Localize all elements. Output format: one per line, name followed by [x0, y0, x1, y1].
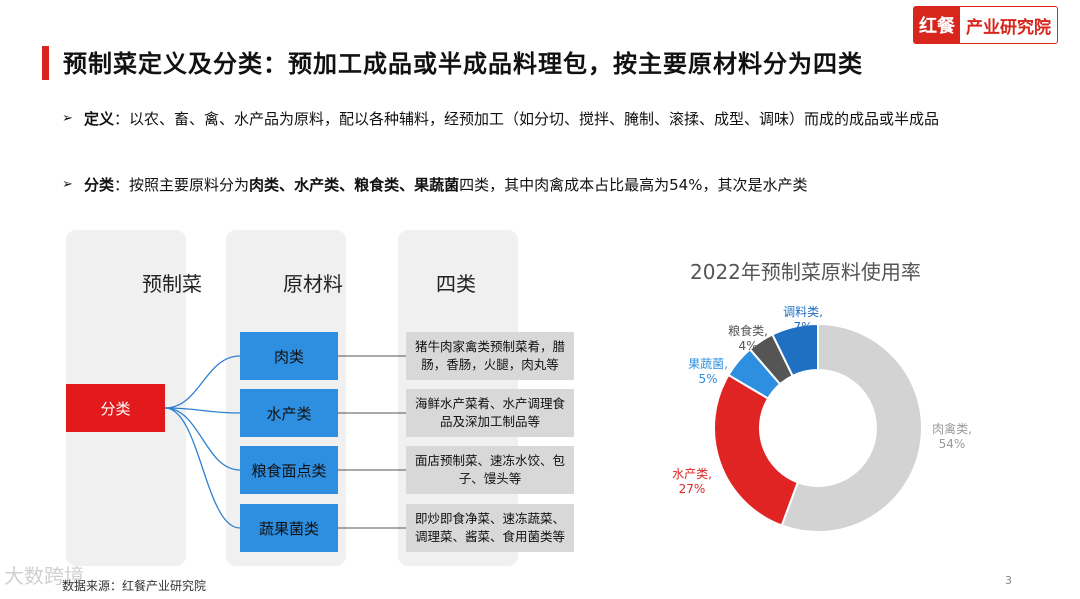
definition-text: ：以农、畜、禽、水产品为原料，配以各种辅料，经预加工（如分切、搅拌、腌制、滚揉、… [114, 110, 940, 128]
donut-slice [713, 373, 800, 527]
cls-aqua: 水产类 [294, 176, 340, 194]
donut-chart: 肉禽类,54% 水产类,27% 果蔬菌,5% 粮食类,4% 调料类,7% [672, 305, 972, 533]
classification-pre: ：按照主要原料分为 [114, 176, 250, 194]
connector-grain [164, 407, 241, 471]
cls-sep: 、 [339, 176, 355, 194]
cls-sep: 、 [279, 176, 295, 194]
title-accent-bar [42, 46, 49, 80]
page-title: 预制菜定义及分类：预加工成品或半成品料理包，按主要原材料分为四类 [63, 50, 863, 78]
category-node-aqua: 海鲜水产菜肴、水产调理食品及深加工制品等 [406, 389, 574, 437]
page-number: 3 [1005, 574, 1012, 587]
root-node: 分类 [66, 384, 165, 432]
material-node-grain: 粮食面点类 [240, 446, 338, 494]
cls-grain: 粮食类 [354, 176, 400, 194]
cls-sep: 、 [399, 176, 415, 194]
material-node-aqua: 水产类 [240, 389, 338, 437]
category-node-veg: 即炒即食净菜、速冻蔬菜、调理菜、酱菜、食用菌类等 [406, 504, 574, 552]
brand-name: 产业研究院 [966, 17, 1051, 38]
column-header-four-types: 四类 [436, 272, 476, 296]
cls-meat: 肉类 [249, 176, 280, 194]
category-node-grain: 面店预制菜、速冻水饺、包子、馒头等 [406, 446, 574, 494]
bullet-classification: ➢ 分类：按照主要原料分为肉类、水产类、粮食类、果蔬菌四类，其中肉禽成本占比最高… [62, 174, 977, 196]
classification-label: 分类 [84, 176, 115, 194]
connector-veg [164, 407, 241, 529]
arrow-bullet-icon: ➢ [62, 111, 73, 126]
column-header-raw-materials: 原材料 [283, 272, 343, 296]
source-note: 数据来源：红餐产业研究院 [62, 579, 207, 593]
donut-slice [771, 322, 819, 378]
arrow-bullet-icon: ➢ [62, 177, 73, 192]
slice-value-label: 54% [939, 437, 966, 451]
category-node-meat: 猪牛肉家禽类预制菜肴，腊肠，香肠，火腿，肉丸等 [406, 332, 574, 380]
brand-mark: 红餐 [914, 7, 960, 43]
slice-label: 粮食类, [728, 323, 768, 338]
slice-value-label: 27% [679, 482, 706, 496]
slice-label: 水产类, [672, 467, 712, 481]
connector-meat [164, 355, 241, 409]
definition-label: 定义 [84, 110, 115, 128]
slice-label: 果蔬菌, [688, 357, 728, 371]
material-node-meat: 肉类 [240, 332, 338, 380]
brand-logo: 红餐 产业研究院 [913, 6, 1058, 44]
watermark: 大数跨境 [4, 564, 84, 588]
slice-label: 调料类, [783, 305, 823, 319]
material-node-veg: 蔬果菌类 [240, 504, 338, 552]
bullet-definition: ➢ 定义：以农、畜、禽、水产品为原料，配以各种辅料，经预加工（如分切、搅拌、腌制… [62, 108, 977, 130]
slice-value-label: 5% [698, 372, 717, 386]
classification-post: 四类，其中肉禽成本占比最高为54%，其次是水产类 [459, 176, 808, 194]
slice-value-label: 4% [738, 339, 757, 353]
donut-slice [780, 322, 923, 533]
slice-value-label: 7% [793, 320, 812, 334]
column-header-prepared-dishes: 预制菜 [142, 272, 202, 296]
connector-aqua [164, 407, 241, 414]
chart-title: 2022年预制菜原料使用率 [690, 260, 921, 284]
cls-veg: 果蔬菌 [414, 176, 460, 194]
slice-label: 肉禽类, [932, 421, 972, 436]
